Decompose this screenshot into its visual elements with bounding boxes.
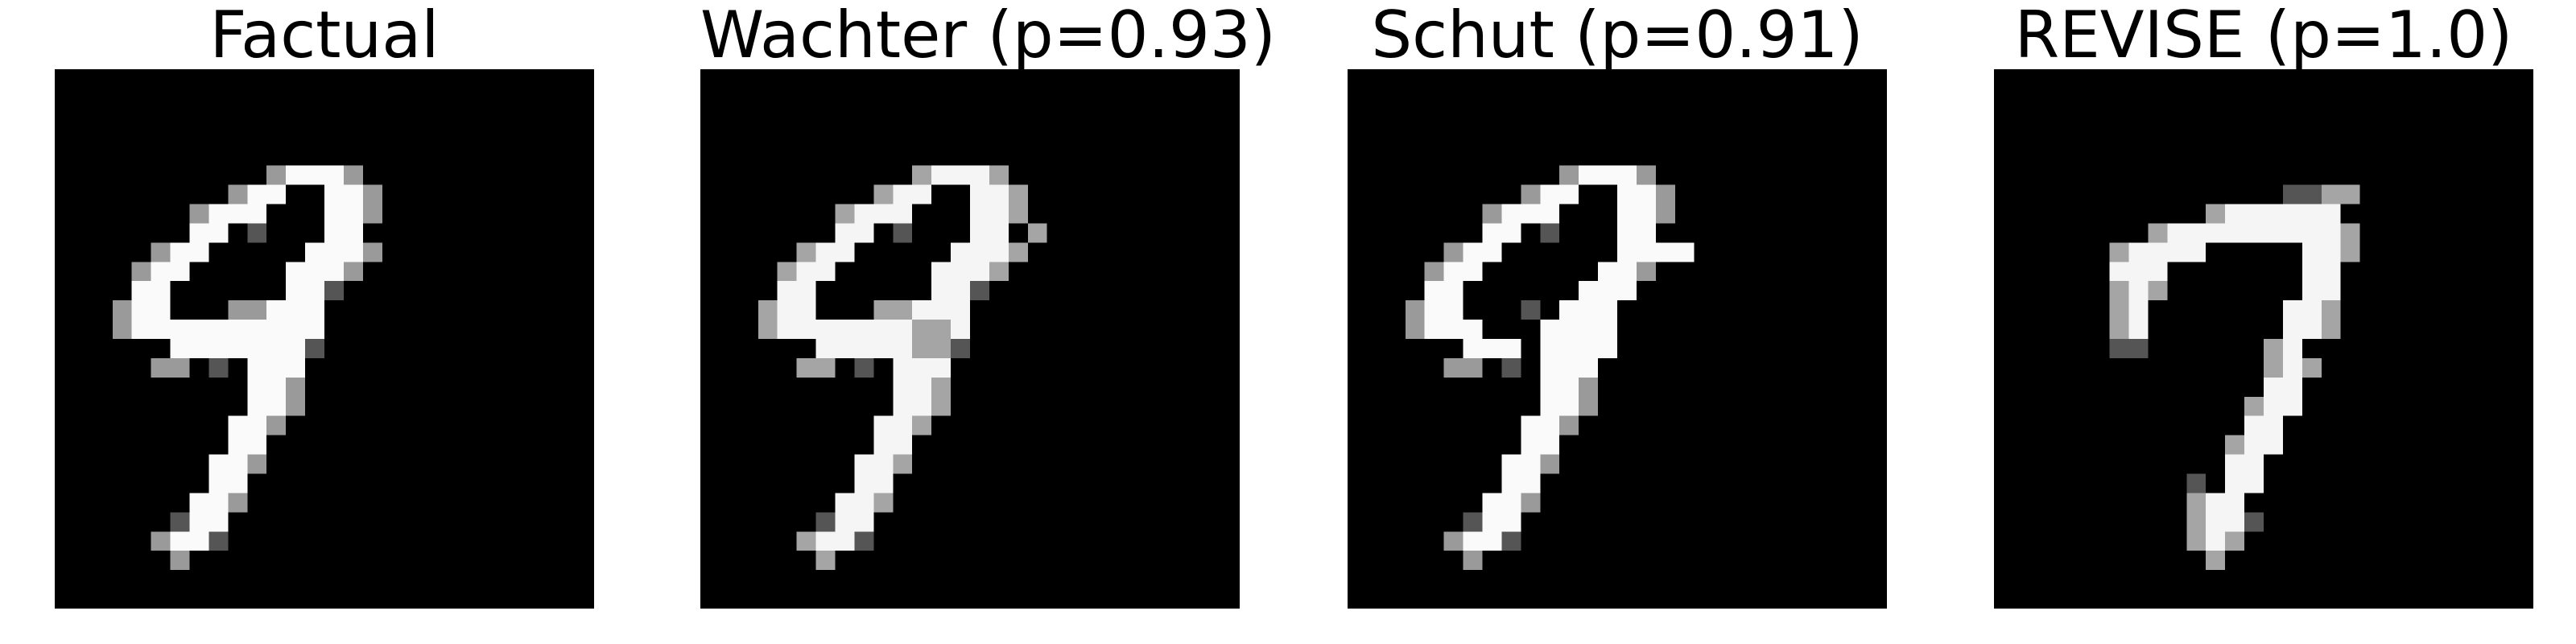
- panel-title: REVISE (p=1.0): [2014, 0, 2513, 72]
- digit-image-revise: [1994, 69, 2533, 609]
- panel-title: Schut (p=0.91): [1371, 0, 1864, 72]
- digit-image-factual: [55, 69, 594, 609]
- panel-factual: Factual: [55, 0, 594, 644]
- panel-title: Factual: [209, 0, 440, 72]
- panel-wachter: Wachter (p=0.93): [700, 0, 1276, 644]
- digit-image-wachter: [700, 69, 1240, 609]
- digit-image-schut: [1348, 69, 1887, 609]
- panel-revise: REVISE (p=1.0): [1994, 0, 2533, 644]
- panel-schut: Schut (p=0.91): [1348, 0, 1887, 644]
- panel-title: Wachter (p=0.93): [700, 0, 1276, 72]
